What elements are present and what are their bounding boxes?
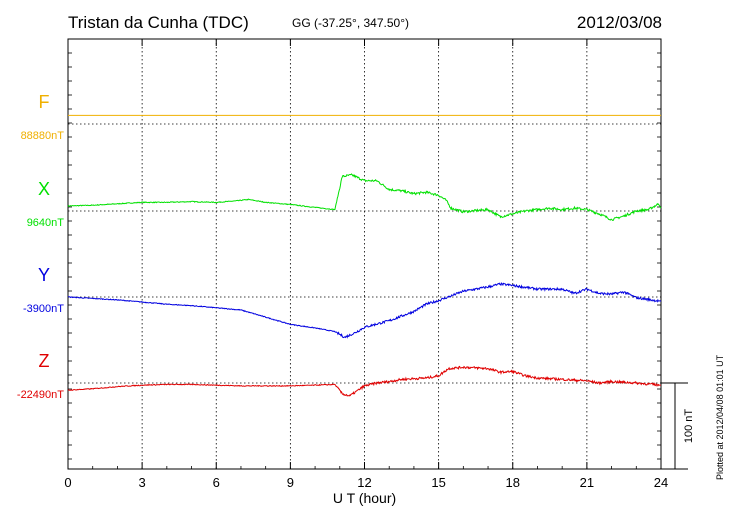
x-tick-label: 24 — [654, 475, 668, 490]
x-tick-label: 0 — [64, 475, 71, 490]
station-title: Tristan da Cunha (TDC) — [68, 13, 249, 32]
component-letter-f: F — [38, 92, 50, 112]
component-letter-y: Y — [37, 265, 50, 285]
component-baseline-y: -3900nT — [23, 303, 64, 315]
x-tick-label: 18 — [506, 475, 520, 490]
x-tick-label: 9 — [287, 475, 294, 490]
grid-lines — [68, 39, 661, 469]
x-axis-ticks: 0 3 6 9 12 15 18 21 24 U T (hour) — [64, 39, 668, 506]
plot-date: 2012/03/08 — [576, 13, 662, 32]
plotted-timestamp: Plotted at 2012/04/08 01:01 UT — [715, 354, 725, 480]
series-traces — [67, 114, 662, 397]
x-tick-label: 15 — [431, 475, 445, 490]
series-line-y — [67, 282, 662, 339]
x-tick-label: 21 — [580, 475, 594, 490]
component-baseline-f: 88880nT — [20, 130, 64, 142]
x-tick-label: 6 — [213, 475, 220, 490]
series-line-x — [67, 173, 662, 221]
scale-bar-label: 100 nT — [683, 409, 695, 444]
component-letter-z: Z — [38, 351, 50, 371]
scale-bar: 100 nT — [661, 382, 695, 470]
x-axis-label: U T (hour) — [333, 490, 396, 506]
series-line-z — [67, 365, 662, 397]
component-baseline-z: -22490nT — [16, 389, 64, 401]
component-baseline-x: 9640nT — [26, 217, 64, 229]
component-letter-x: X — [37, 179, 50, 199]
station-coordinates: GG (-37.25°, 347.50°) — [292, 16, 409, 30]
x-tick-label: 3 — [139, 475, 146, 490]
x-tick-label: 12 — [357, 475, 371, 490]
